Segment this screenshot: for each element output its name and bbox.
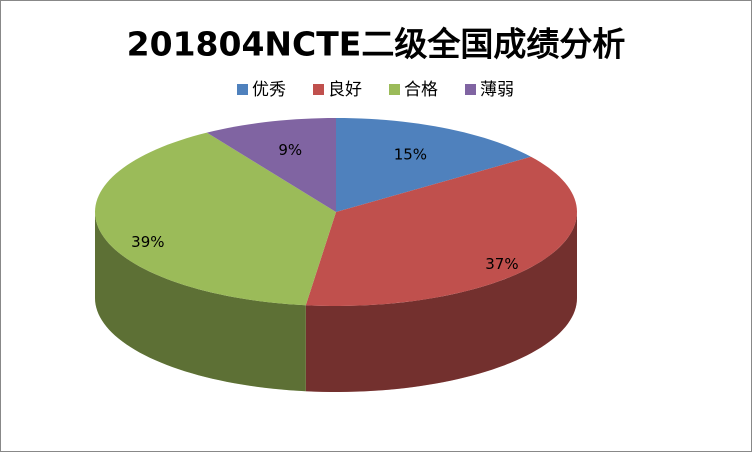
slice-side bbox=[95, 212, 306, 392]
data-label: 37% bbox=[485, 255, 518, 273]
data-label: 15% bbox=[394, 146, 427, 164]
slice bbox=[206, 118, 336, 212]
slice-side bbox=[305, 212, 577, 392]
slice-side-shade bbox=[305, 212, 577, 392]
legend-swatch bbox=[465, 84, 476, 95]
data-label: 9% bbox=[278, 141, 302, 159]
data-label: 39% bbox=[131, 233, 164, 251]
legend-label: 合格 bbox=[404, 80, 438, 100]
slice bbox=[336, 118, 531, 212]
legend-swatch bbox=[389, 84, 400, 95]
legend-label: 良好 bbox=[328, 80, 362, 100]
legend-label: 优秀 bbox=[252, 80, 286, 100]
slice-side-shade bbox=[95, 212, 306, 392]
legend-label: 薄弱 bbox=[480, 80, 514, 100]
legend-swatch bbox=[237, 84, 248, 95]
chart-title: 201804NCTE二级全国成绩分析 bbox=[127, 25, 626, 64]
slice bbox=[95, 132, 337, 306]
slice bbox=[305, 156, 577, 306]
legend-swatch bbox=[313, 84, 324, 95]
